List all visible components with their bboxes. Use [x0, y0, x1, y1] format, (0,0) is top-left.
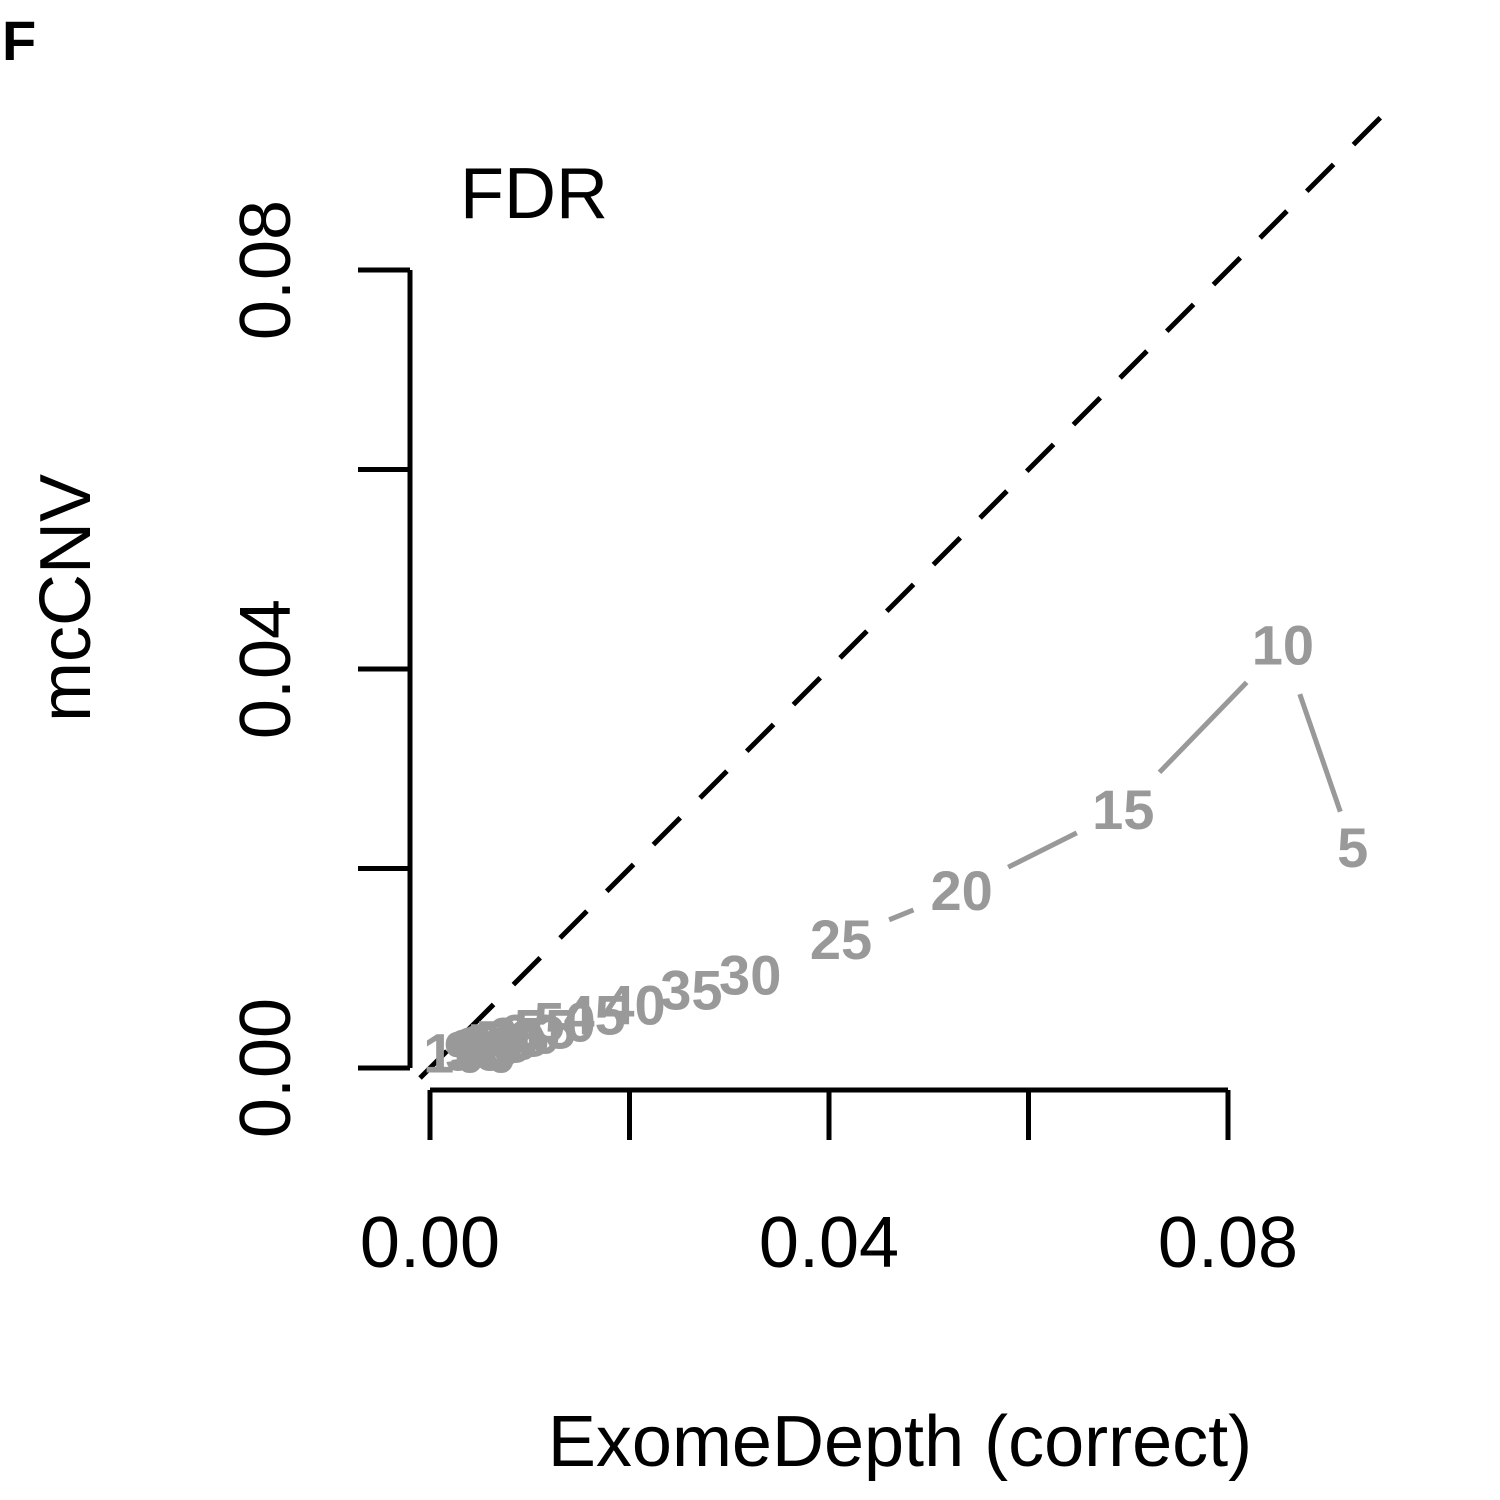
point-label-55: 55 [514, 998, 576, 1061]
y-axis: 0.00 0.04 0.08 [226, 200, 413, 1138]
point-label-80: 80 [461, 1014, 523, 1077]
y-axis-label: mcCNV [26, 474, 106, 722]
point-label-45: 45 [563, 984, 625, 1047]
point-label-25: 25 [810, 908, 872, 971]
point-label-70: 70 [477, 1009, 539, 1072]
point-label-100: 100 [423, 1022, 516, 1085]
series-connector [1157, 680, 1249, 775]
point-label-85: 85 [455, 1016, 517, 1079]
point-label-75: 75 [469, 1012, 531, 1075]
y-tick-label: 0.08 [226, 200, 306, 340]
x-tick-label: 0.08 [1158, 1203, 1298, 1283]
point-label-35: 35 [660, 959, 722, 1022]
series-connector [1007, 830, 1078, 870]
point-label-60: 60 [499, 1003, 561, 1066]
identity-reference-line [418, 113, 1385, 1080]
point-label-15: 15 [1092, 778, 1154, 841]
point-label-95: 95 [444, 1020, 506, 1083]
x-tick-label: 0.04 [759, 1203, 899, 1283]
panel-letter: F [2, 9, 36, 72]
point-label-5: 5 [1337, 816, 1368, 879]
point-label-10: 10 [1252, 614, 1314, 677]
x-axis: 0.00 0.04 0.08 [360, 1087, 1298, 1283]
point-label-90: 90 [449, 1018, 511, 1081]
series-connector [1297, 693, 1343, 813]
point-label-40: 40 [603, 974, 665, 1037]
x-axis-label: ExomeDepth (correct) [548, 1402, 1252, 1482]
x-tick-label: 0.00 [360, 1203, 500, 1283]
y-tick-label: 0.04 [226, 599, 306, 739]
y-tick-label: 0.00 [226, 998, 306, 1138]
point-label-65: 65 [487, 1006, 549, 1069]
point-label-50: 50 [534, 991, 596, 1054]
point-label-20: 20 [931, 859, 993, 922]
chart-title: FDR [460, 154, 608, 234]
series-connector [888, 907, 915, 923]
point-label-30: 30 [719, 944, 781, 1007]
